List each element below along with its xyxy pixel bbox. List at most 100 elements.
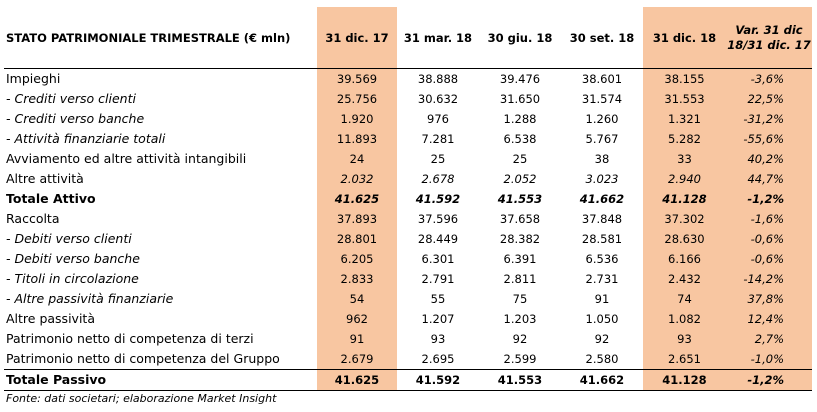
table-row: - Crediti verso clienti 25.756 30.632 31.65…	[4, 89, 812, 109]
value-cell: 38.888	[417, 72, 459, 86]
value-cell: 2.833	[317, 269, 397, 289]
value-cell: 2.052	[503, 172, 537, 186]
variation-cell: 40,2%	[726, 149, 812, 169]
value-cell: 6.166	[643, 249, 726, 269]
variation-cell: -31,2%	[726, 109, 812, 129]
table-row: Patrimonio netto di competenza del Grupp…	[4, 349, 812, 370]
value-cell: 1.203	[503, 312, 537, 326]
value-cell: 2.791	[421, 272, 455, 286]
row-label: Impieghi	[6, 71, 61, 86]
header-row: STATO PATRIMONIALE TRIMESTRALE (€ mln) 3…	[4, 7, 812, 69]
col-header-mar18: 31 mar. 18	[397, 7, 479, 69]
row-label: - Altre passività finanziarie	[6, 291, 174, 306]
row-label: Raccolta	[6, 211, 60, 226]
col-header-variation: Var. 31 dic 18/31 dic. 17	[726, 7, 812, 69]
value-cell: 1.082	[643, 309, 726, 329]
row-label: - Attività finanziarie totali	[6, 131, 166, 146]
row-label: - Crediti verso banche	[6, 111, 145, 126]
value-cell: 1.260	[585, 112, 619, 126]
value-cell: 92	[594, 332, 610, 346]
table-row: Raccolta 37.893 37.596 37.658 37.848 37.302 -1…	[4, 209, 812, 229]
value-cell: 1.321	[643, 109, 726, 129]
value-cell: 91	[317, 329, 397, 349]
value-cell: 25	[430, 152, 446, 166]
value-cell: 28.382	[499, 232, 541, 246]
value-cell: 41.553	[479, 369, 561, 391]
value-cell: 38.601	[581, 72, 623, 86]
value-cell: 41.662	[561, 369, 643, 391]
table-row: - Attività finanziarie totali 11.893 7.281…	[4, 129, 812, 149]
value-cell: 93	[430, 332, 446, 346]
table-row: Impieghi 39.569 38.888 39.476 38.601 38.155 -3…	[4, 68, 812, 89]
value-cell: 25	[512, 152, 528, 166]
row-label: Altre attività	[6, 171, 84, 186]
table-row: Patrimonio netto di competenza di terzi 9…	[4, 329, 812, 349]
col-header-dec18: 31 dic. 18	[643, 7, 726, 69]
value-cell: 39.476	[499, 72, 541, 86]
variation-cell: 2,7%	[726, 329, 812, 349]
variation-cell: 44,7%	[726, 169, 812, 189]
value-cell: 7.281	[421, 132, 455, 146]
value-cell: 6.301	[421, 252, 455, 266]
row-label: Altre passività	[6, 311, 95, 326]
value-cell: 2.678	[421, 172, 455, 186]
value-cell: 39.569	[317, 68, 397, 89]
value-cell: 28.801	[317, 229, 397, 249]
variation-cell: -55,6%	[726, 129, 812, 149]
value-cell: 37.893	[317, 209, 397, 229]
row-label: - Crediti verso clienti	[6, 91, 136, 106]
value-cell: 24	[317, 149, 397, 169]
value-cell: 25.756	[317, 89, 397, 109]
source-footnote: Fonte: dati societari; elaborazione Mark…	[6, 392, 277, 405]
value-cell: 2.695	[397, 349, 479, 370]
value-cell: 1.050	[585, 312, 619, 326]
col-header-sep18: 30 set. 18	[561, 7, 643, 69]
table-row: - Altre passività finanziarie 54 55 75 91 74 3…	[4, 289, 812, 309]
variation-cell: -3,6%	[726, 68, 812, 89]
value-cell: 33	[643, 149, 726, 169]
value-cell: 5.282	[643, 129, 726, 149]
value-cell: 38	[594, 152, 610, 166]
table-row: - Debiti verso banche 6.205 6.301 6.391 6.53…	[4, 249, 812, 269]
value-cell: 41.592	[397, 369, 479, 391]
variation-cell: -0,6%	[726, 249, 812, 269]
row-label: - Debiti verso banche	[6, 251, 140, 266]
value-cell: 74	[643, 289, 726, 309]
row-label: Patrimonio netto di competenza del Grupp…	[4, 349, 317, 370]
variation-cell: 12,4%	[726, 309, 812, 329]
value-cell: 5.767	[585, 132, 619, 146]
value-cell: 31.553	[643, 89, 726, 109]
col-header-dec17: 31 dic. 17	[317, 7, 397, 69]
value-cell: 2.651	[643, 349, 726, 370]
variation-cell: -1,0%	[726, 349, 812, 370]
value-cell: 2.679	[317, 349, 397, 370]
value-cell: 92	[512, 332, 528, 346]
value-cell: 962	[317, 309, 397, 329]
value-cell: 30.632	[417, 92, 459, 106]
value-cell: 91	[594, 292, 610, 306]
row-label: Totale Passivo	[4, 369, 317, 391]
value-cell: 6.536	[585, 252, 619, 266]
table-row: - Debiti verso clienti 28.801 28.449 28.382…	[4, 229, 812, 249]
table-row: - Crediti verso banche 1.920 976 1.288 1.260…	[4, 109, 812, 129]
value-cell: 1.920	[317, 109, 397, 129]
value-cell: 2.580	[561, 349, 643, 370]
table-row: Avviamento ed altre attività intangibili…	[4, 149, 812, 169]
value-cell: 2.940	[643, 169, 726, 189]
value-cell: 2.811	[503, 272, 537, 286]
value-cell: 54	[317, 289, 397, 309]
value-cell: 2.599	[479, 349, 561, 370]
value-cell: 41.625	[317, 189, 397, 209]
value-cell: 31.650	[499, 92, 541, 106]
variation-cell: -1,2%	[726, 189, 812, 209]
value-cell: 41.662	[579, 192, 625, 206]
value-cell: 28.449	[417, 232, 459, 246]
balance-sheet-table: STATO PATRIMONIALE TRIMESTRALE (€ mln) 3…	[4, 7, 812, 391]
value-cell: 41.553	[497, 192, 543, 206]
row-label: - Titoli in circolazione	[6, 271, 139, 286]
row-label: Patrimonio netto di competenza di terzi	[6, 331, 254, 346]
variation-cell: 22,5%	[726, 89, 812, 109]
value-cell: 38.155	[643, 68, 726, 89]
value-cell: 976	[427, 112, 449, 126]
variation-cell: -1,6%	[726, 209, 812, 229]
